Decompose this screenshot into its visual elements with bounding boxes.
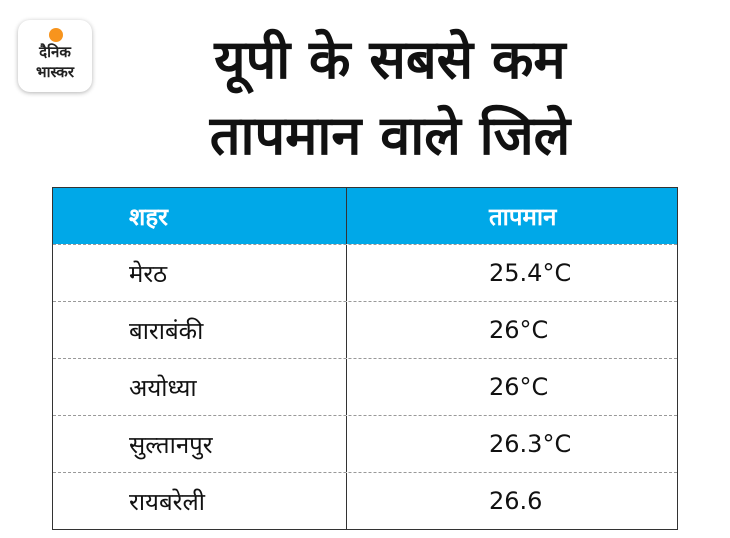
table-row: रायबरेली 26.6	[53, 472, 677, 529]
table-cell: रायबरेली	[53, 473, 347, 529]
table-cell: 25.4°C	[489, 259, 572, 287]
logo-text: भास्कर	[36, 63, 74, 81]
header-cell: तापमान	[489, 202, 557, 231]
table-row: बाराबंकी 26°C	[53, 301, 677, 358]
header-row: शहर तापमान	[53, 188, 677, 244]
table-row: अयोध्या 26°C	[53, 358, 677, 415]
logo-sun	[49, 28, 63, 42]
table-row: मेरठ 25.4°C	[53, 244, 677, 301]
table-cell: मेरठ	[53, 245, 347, 301]
logo-text: दैनिक	[39, 43, 71, 61]
table-cell: सुल्तानपुर	[53, 416, 347, 472]
title: यूपी के सबसे कम तापमान वाले जिले	[120, 22, 660, 174]
title-line: तापमान वाले जिले	[209, 104, 571, 167]
header-cell: शहर	[53, 188, 347, 244]
title-line: यूपी के सबसे कम	[214, 28, 566, 91]
table-cell: 26.6	[489, 487, 543, 515]
table: शहर तापमान मेरठ 25.4°C बाराबंकी 26°C अयोध्या…	[52, 187, 678, 530]
table-cell: अयोध्या	[53, 359, 347, 415]
logo: दैनिक भास्कर	[18, 20, 92, 92]
table-row: सुल्तानपुर 26.3°C	[53, 415, 677, 472]
table-cell: 26.3°C	[489, 430, 572, 458]
table-cell: 26°C	[489, 373, 549, 401]
table-cell: बाराबंकी	[53, 302, 347, 358]
table-cell: 26°C	[489, 316, 549, 344]
